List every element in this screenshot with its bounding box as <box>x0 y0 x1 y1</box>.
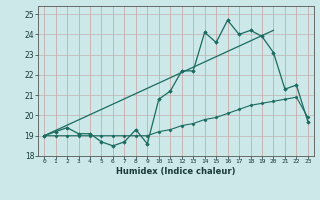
X-axis label: Humidex (Indice chaleur): Humidex (Indice chaleur) <box>116 167 236 176</box>
